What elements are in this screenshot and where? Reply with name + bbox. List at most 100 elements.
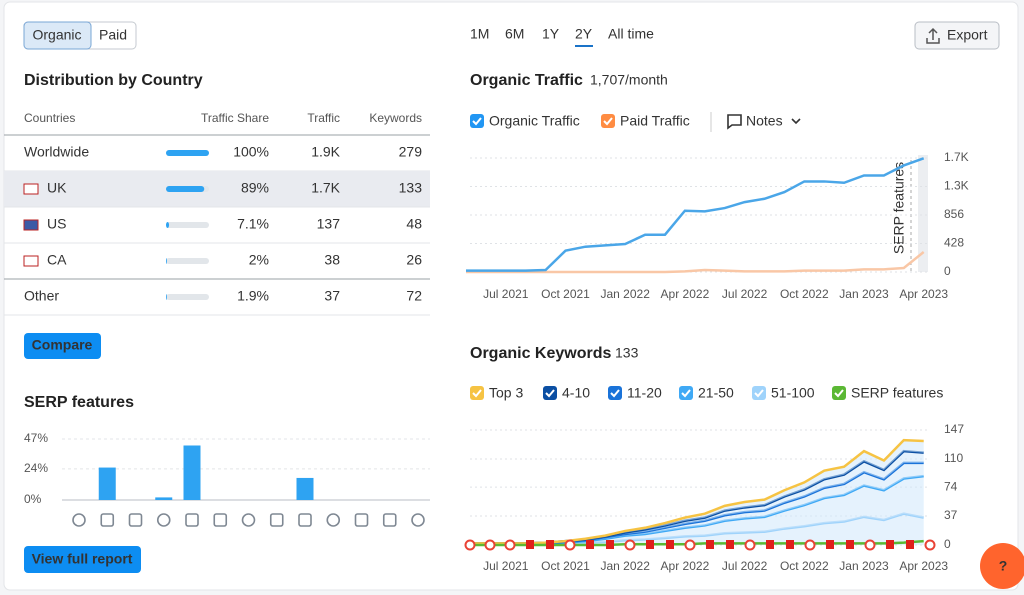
section-title: SERP features <box>24 394 134 411</box>
legend-check-tick <box>472 117 482 126</box>
notes-caret <box>791 118 801 125</box>
x-tick-label: Apr 2023 <box>899 559 948 573</box>
legend-label[interactable]: SERP features <box>851 385 943 401</box>
keywords-value: 72 <box>406 288 422 304</box>
y-tick-label: 147 <box>944 422 964 436</box>
stack-line <box>466 438 924 545</box>
country-name: CA <box>47 252 67 268</box>
export-icon <box>926 27 940 44</box>
legend-label[interactable]: Paid Traffic <box>620 113 690 129</box>
traffic-value[interactable]: 1.7K <box>311 180 340 196</box>
legend-check-tick <box>545 389 555 398</box>
period-tab[interactable]: 6M <box>505 26 524 42</box>
bar <box>296 477 314 500</box>
period-tab[interactable]: 1M <box>470 26 489 42</box>
chart-title: Organic Traffic <box>470 72 583 89</box>
y-tick-label: 856 <box>944 207 964 221</box>
legend-check <box>601 114 615 128</box>
feature-icon <box>382 513 397 527</box>
feature-icon <box>241 513 256 527</box>
google-marker <box>744 539 756 551</box>
share-track <box>166 258 209 264</box>
feature-icon <box>213 513 228 527</box>
traffic-value: 37 <box>324 288 340 304</box>
y-tick-label: 37 <box>944 508 958 522</box>
flag <box>23 183 39 195</box>
chart-title: Organic Keywords <box>470 345 611 362</box>
x-tick-label: Apr 2022 <box>661 287 710 301</box>
google-marker <box>804 539 816 551</box>
share-track <box>166 222 209 228</box>
flag-marker <box>666 540 674 549</box>
compare-button[interactable] <box>24 333 101 359</box>
flag <box>23 219 39 231</box>
google-marker <box>504 539 516 551</box>
legend-label[interactable]: 11-20 <box>627 385 662 401</box>
help-button[interactable] <box>980 543 1024 589</box>
feature-icon <box>185 513 199 527</box>
flag-marker <box>906 540 914 549</box>
google-marker <box>464 539 476 551</box>
help-label: ? <box>999 558 1008 574</box>
share-label: 100% <box>233 144 269 160</box>
bar <box>183 445 201 500</box>
legend-label[interactable]: Organic Traffic <box>489 113 580 129</box>
period-tab[interactable]: 1Y <box>542 26 560 42</box>
legend-check <box>470 386 484 400</box>
share-label: 2% <box>249 252 269 268</box>
legend-label[interactable]: 21-50 <box>698 385 734 401</box>
keywords-value[interactable]: 133 <box>399 180 423 196</box>
traffic-value: 1.9K <box>311 144 340 160</box>
google-marker <box>684 539 696 551</box>
legend-check-tick <box>754 389 764 398</box>
google-marker <box>484 539 496 551</box>
y-tick-label: 1.7K <box>944 150 969 164</box>
period-tab[interactable]: All time <box>608 26 654 42</box>
legend-check <box>679 386 693 400</box>
x-tick-label: Oct 2021 <box>541 287 590 301</box>
row-highlight <box>4 171 430 207</box>
legend-label[interactable]: Top 3 <box>489 385 523 401</box>
legend-label[interactable]: 51-100 <box>771 385 815 401</box>
tab-organic[interactable] <box>23 21 92 50</box>
column-header: Keywords <box>369 111 422 125</box>
feature-icon <box>411 513 425 527</box>
feature-icon <box>156 513 171 527</box>
country-name: UK <box>47 180 67 196</box>
x-tick-label: Apr 2023 <box>899 287 948 301</box>
flag-marker <box>706 540 714 549</box>
report-button[interactable] <box>24 546 141 573</box>
notes-label[interactable]: Notes <box>746 113 783 129</box>
partial-band <box>918 155 928 272</box>
keywords-value: 279 <box>399 144 423 160</box>
y-tick-label: 74 <box>944 479 958 493</box>
legend-check <box>543 386 557 400</box>
column-header: Countries <box>24 111 75 125</box>
flag-marker <box>606 540 614 549</box>
annotation-label: SERP features <box>891 162 907 254</box>
feature-icon <box>72 513 86 527</box>
chart-subtitle: 133 <box>615 345 639 361</box>
x-tick-label: Jan 2023 <box>839 559 889 573</box>
keywords-value[interactable]: 48 <box>406 216 422 232</box>
period-tab[interactable]: 2Y <box>575 26 593 42</box>
share-bar <box>166 186 205 192</box>
tab-label[interactable]: Paid <box>99 27 127 43</box>
traffic-value[interactable]: 38 <box>324 252 340 268</box>
x-tick-label: Jan 2023 <box>839 287 889 301</box>
share-track <box>166 294 209 300</box>
y-tick-label: 0 <box>944 264 951 278</box>
y-tick-label: 428 <box>944 236 964 250</box>
share-label: 1.9% <box>237 288 269 304</box>
x-tick-label: Apr 2022 <box>661 559 710 573</box>
google-marker <box>864 539 876 551</box>
y-tick-label: 1.3K <box>944 179 969 193</box>
keywords-value[interactable]: 26 <box>406 252 422 268</box>
y-tick-label: 0 <box>944 537 951 551</box>
chart-subtitle: 1,707/month <box>590 72 668 88</box>
legend-label[interactable]: 4-10 <box>562 385 590 401</box>
feature-icon <box>269 513 284 527</box>
traffic-value[interactable]: 137 <box>317 216 341 232</box>
flag-marker <box>826 540 834 549</box>
legend-check-tick <box>834 389 844 398</box>
